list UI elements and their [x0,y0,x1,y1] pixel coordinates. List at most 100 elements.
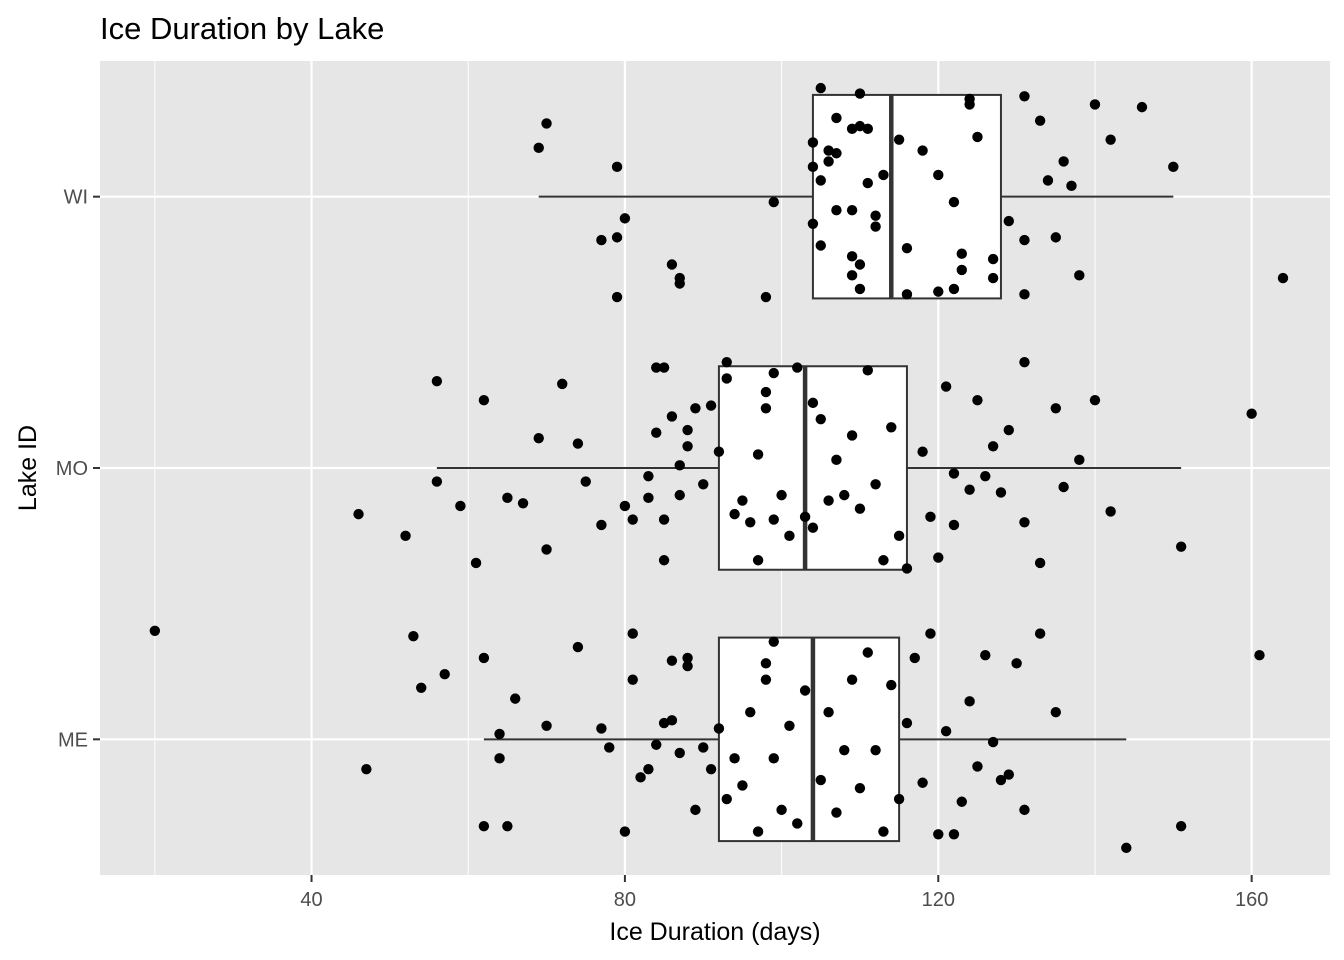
box-wi [538,93,1174,300]
data-point [541,544,552,555]
data-point [431,375,443,387]
data-point [674,489,685,501]
data-point [1019,289,1030,300]
data-point [431,476,443,487]
data-point [956,796,967,807]
data-point [611,161,623,173]
data-point [870,744,881,756]
data-point [972,761,983,772]
data-point [494,753,505,764]
data-point [1050,707,1061,718]
data-point [823,495,834,506]
data-point [807,218,819,229]
data-point [643,470,654,482]
data-point [823,707,834,718]
x-tick-label: 120 [922,889,955,911]
data-point [839,489,850,501]
data-point [768,636,779,647]
data-point [768,196,779,208]
data-point [1019,356,1030,368]
data-point [831,205,842,216]
data-point [917,145,928,156]
data-point [1246,408,1257,419]
data-point [682,424,693,436]
data-point [1019,517,1030,528]
data-point [1175,820,1187,832]
data-point [478,394,490,406]
data-point [831,112,842,124]
data-point [1074,454,1085,466]
points-wi [533,82,1289,303]
box-iqr [811,93,1002,300]
data-point [705,763,717,775]
data-point [972,131,983,143]
data-point [768,514,779,525]
data-point [416,682,427,693]
data-point [823,145,834,156]
data-point [940,725,952,737]
data-point [815,240,826,251]
data-point [737,780,748,791]
y-axis-title: Lake ID [14,425,42,511]
data-point [721,793,732,805]
data-point [502,492,513,504]
data-point [776,804,787,816]
data-point [831,148,842,159]
data-point [964,99,975,110]
data-point [846,205,858,216]
data-point [729,508,740,520]
data-point [698,479,709,490]
data-point [713,723,725,734]
data-point [815,175,826,186]
data-point [682,441,693,452]
data-point [533,142,544,154]
data-point [831,807,842,818]
data-point [752,555,764,566]
data-point [572,641,584,653]
box-iqr [717,365,908,571]
data-point [823,156,834,167]
data-point [956,264,967,276]
x-axis: 40 80 120 160 [300,875,1268,911]
data-point [768,753,779,764]
data-point [846,123,858,135]
data-point [611,291,623,303]
box-iqr [717,636,901,843]
data-point [721,356,732,368]
data-point [1105,134,1116,145]
data-point [666,715,678,726]
data-point [1136,101,1148,113]
data-point [604,742,615,753]
chart-title: Ice Duration by Lake [100,11,384,46]
data-point [1089,394,1101,406]
data-point [541,118,552,129]
data-point [658,717,670,729]
data-points [149,82,1289,854]
y-axis: WI MO ME [56,187,100,751]
data-point [940,381,952,392]
data-point [807,397,819,409]
data-point [713,446,725,457]
data-point [494,728,505,740]
data-point [619,500,631,512]
data-point [815,774,826,786]
data-point [948,519,960,531]
data-point [619,213,631,224]
data-point [893,530,905,542]
data-point [893,793,905,805]
data-point [854,120,866,132]
data-point [470,557,482,569]
data-point [815,82,826,94]
data-point [674,460,685,471]
data-point [948,468,960,479]
data-point [886,679,897,691]
data-point [839,744,850,756]
data-point [651,362,662,373]
data-point [1175,541,1187,552]
data-point [439,669,450,680]
data-point [752,449,764,460]
data-point [690,804,701,816]
data-point [361,763,372,775]
box-me [483,636,1127,843]
